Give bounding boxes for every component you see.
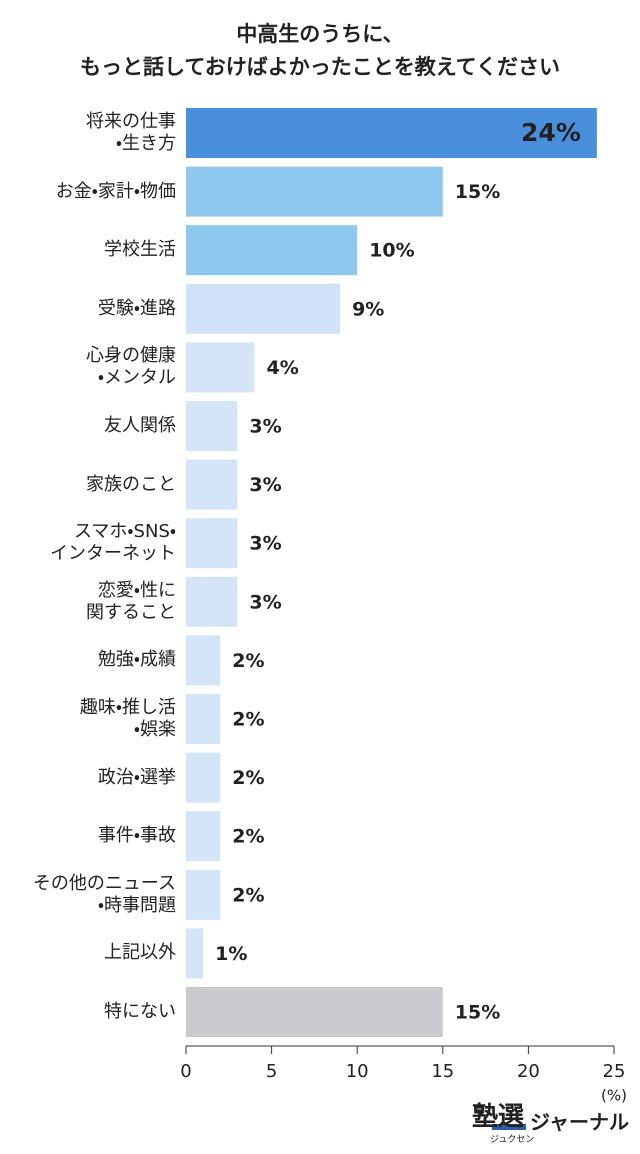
x-tick-label: 25 [603,1061,626,1082]
value-label: 3% [249,533,281,555]
bar [186,518,238,569]
y-tick-label: 趣味・推し活 ・娯楽 [79,697,176,740]
value-label: 2% [232,767,264,789]
y-tick-label: その他のニュース ・時事問題 [32,872,176,916]
bar [186,752,221,803]
x-axis-label: (%) [601,1087,627,1105]
logo-sub: ジュクセン [490,1135,535,1145]
bar [186,928,204,979]
bar [186,869,221,920]
y-tick-label: 受験・進路 [97,297,176,319]
value-label: 3% [249,416,281,438]
y-tick-label: お金・家計・物価 [55,180,176,202]
value-label: 10% [369,240,414,262]
x-tick-label: 15 [431,1061,454,1082]
bar [186,811,221,862]
y-tick-label: 恋愛・性に 関すること [86,579,176,623]
x-tick-label: 5 [266,1061,277,1082]
y-tick-label: スマホ・SNS・ インターネット [50,521,176,565]
bar [186,694,221,744]
value-label: 1% [215,943,247,965]
value-label: 9% [352,298,384,320]
bar [186,108,597,158]
x-tick-label: 10 [346,1061,369,1082]
bar [186,987,443,1037]
value-label: 4% [266,357,298,379]
value-label: 2% [232,826,264,848]
y-tick-label: 政治・選挙 [97,766,176,788]
logo-name: ジャーナル [530,1110,629,1134]
y-tick-label: 将来の仕事 ・生き方 [86,111,176,154]
value-label: 3% [249,474,281,496]
bar [186,225,358,276]
x-tick-label: 20 [517,1061,540,1082]
value-label: 15% [455,1002,500,1024]
bar [186,459,238,510]
y-tick-label: 学校生活 [104,239,176,261]
bar [186,342,255,393]
y-tick-label: 上記以外 [104,942,176,964]
bar [186,401,238,451]
logo-main: 塾選 [472,1102,525,1132]
y-tick-label: 心身の健康 ・メンタル [86,345,176,389]
chart-title: 中高生のうちに、 もっと話しておけばよかったことを教えてください [79,22,561,79]
value-label: 3% [249,591,281,613]
bar [186,166,443,217]
bar [186,576,238,627]
y-tick-label: 友人関係 [104,415,176,436]
value-label: 15% [455,181,500,203]
y-tick-label: 事件・事故 [97,825,176,847]
y-tick-label: 勉強・成績 [97,649,176,671]
value-label: 2% [232,884,264,906]
x-tick-label: 0 [180,1061,191,1082]
logo-bar [492,1124,526,1130]
value-label: 2% [232,650,264,672]
value-label: 24% [521,118,581,147]
y-tick-label: 特にない [104,1001,176,1022]
bar [186,635,221,686]
y-tick-label: 家族のこと [86,473,176,495]
bar [186,283,341,334]
value-label: 2% [232,709,264,731]
